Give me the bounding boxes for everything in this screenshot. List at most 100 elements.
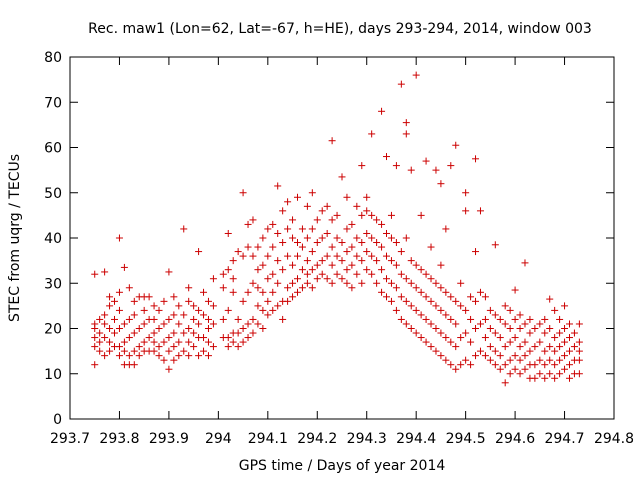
data-point [407, 302, 415, 310]
data-point [491, 311, 499, 319]
data-point [412, 306, 420, 314]
data-point [373, 257, 381, 265]
data-point [308, 225, 316, 233]
data-point [259, 306, 267, 314]
data-point [457, 334, 465, 342]
x-axis: 293.7 293.8 293.9 294 294.1 294.2 294.3 294.4 29… [50, 57, 634, 447]
data-point [392, 261, 400, 269]
data-point [343, 279, 351, 287]
data-point [491, 329, 499, 337]
data-point [422, 270, 430, 278]
data-point [432, 302, 440, 310]
data-point [160, 356, 168, 364]
x-tick-label: 294.4 [396, 431, 436, 447]
y-tick-label: 80 [44, 50, 62, 66]
data-point [437, 180, 445, 188]
data-point [284, 284, 292, 292]
data-point [106, 302, 114, 310]
data-point [185, 325, 193, 332]
data-point [96, 347, 104, 355]
data-point [289, 216, 297, 224]
data-point [289, 234, 297, 242]
data-point [462, 329, 470, 337]
data-point [180, 329, 188, 337]
data-point [318, 270, 326, 278]
data-point [96, 329, 104, 337]
data-point [481, 293, 489, 301]
y-tick-label: 0 [53, 412, 62, 428]
data-point [180, 225, 188, 233]
data-point [229, 288, 237, 296]
data-point [338, 275, 346, 283]
data-point [447, 338, 455, 346]
data-point [496, 352, 504, 360]
data-point [551, 374, 559, 382]
data-point [412, 329, 420, 337]
data-point [120, 320, 128, 328]
y-tick-label: 20 [44, 322, 62, 338]
data-point [561, 302, 569, 310]
data-point [476, 320, 484, 328]
data-point [467, 293, 475, 301]
data-point [180, 311, 188, 319]
data-point [115, 288, 123, 296]
x-tick-label: 294.1 [248, 431, 288, 447]
data-point [521, 259, 529, 267]
data-point [195, 306, 203, 314]
data-point [165, 334, 173, 342]
data-point [333, 270, 341, 278]
data-point [254, 243, 262, 251]
data-point [264, 297, 272, 305]
data-point [185, 352, 193, 360]
data-point [457, 302, 465, 310]
x-tick-label: 294.7 [544, 431, 584, 447]
data-point [229, 338, 237, 346]
data-point [111, 315, 119, 323]
data-point [96, 338, 104, 346]
data-point [383, 252, 391, 260]
data-point [402, 234, 410, 242]
data-point [565, 334, 573, 342]
data-point [531, 343, 539, 351]
data-point [303, 270, 311, 278]
data-point [442, 334, 450, 342]
data-point [298, 266, 306, 274]
data-point [481, 315, 489, 323]
data-point [135, 325, 143, 332]
data-point [565, 374, 573, 382]
data-point [200, 347, 208, 355]
data-point [546, 370, 554, 378]
data-point [180, 347, 188, 355]
data-point [140, 306, 148, 314]
data-point [565, 320, 573, 328]
data-point [91, 320, 99, 328]
data-point [422, 338, 430, 346]
data-point [200, 311, 208, 319]
data-point [279, 239, 287, 247]
data-point [521, 352, 529, 360]
data-point [383, 275, 391, 283]
data-point [279, 315, 287, 323]
data-point [204, 315, 212, 323]
data-point [462, 356, 470, 364]
data-point [303, 234, 311, 242]
data-point [328, 279, 336, 287]
data-point [328, 137, 336, 145]
data-point [298, 284, 306, 292]
data-point [269, 306, 277, 314]
data-point [135, 343, 143, 351]
data-point [150, 338, 158, 346]
data-point [234, 343, 242, 351]
data-point [531, 361, 539, 369]
data-point [254, 320, 262, 328]
data-point [185, 297, 193, 305]
data-point [323, 275, 331, 283]
data-point [397, 270, 405, 278]
data-point [224, 306, 232, 314]
data-point [551, 361, 559, 369]
data-point [491, 241, 499, 249]
data-point [219, 284, 227, 292]
data-point [472, 297, 480, 305]
data-point [101, 334, 109, 342]
data-point [348, 261, 356, 269]
